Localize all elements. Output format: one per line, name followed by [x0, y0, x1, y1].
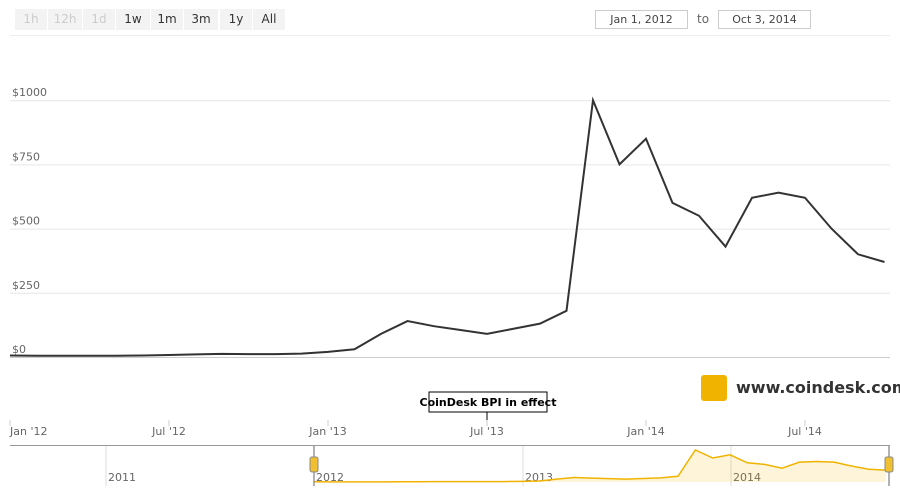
navigator-year: 2013: [525, 471, 553, 484]
y-tick-label: $1000: [12, 86, 47, 99]
x-tick-label: Jul '14: [787, 425, 822, 438]
range-button[interactable]: All: [253, 9, 285, 30]
brand: www.coindesk.com: [736, 378, 900, 397]
range-button[interactable]: 1d: [83, 9, 115, 30]
flag-text: CoinDesk BPI in effect: [420, 396, 557, 409]
range-button[interactable]: 1y: [220, 9, 252, 30]
y-tick-label: $0: [12, 343, 26, 356]
range-button[interactable]: 1w: [116, 9, 150, 30]
y-tick-label: $500: [12, 215, 40, 228]
x-tick-label: Jan '14: [626, 425, 664, 438]
navigator-year: 2014: [733, 471, 761, 484]
range-button[interactable]: 3m: [184, 9, 218, 30]
navigator-line: [313, 449, 887, 483]
x-tick-label: Jan '13: [308, 425, 346, 438]
flag: [428, 391, 548, 413]
x-tick-label: Jul '13: [469, 425, 504, 438]
to-date[interactable]: Oct 3, 2014: [718, 10, 811, 29]
navigator-handle[interactable]: [884, 456, 894, 473]
navigator-area: [314, 450, 886, 482]
to-label: to: [697, 12, 710, 26]
range-button[interactable]: 12h: [48, 9, 82, 30]
navigator-year: 2011: [108, 471, 136, 484]
from-date[interactable]: Jan 1, 2012: [595, 10, 688, 29]
brand-logo: [701, 375, 727, 401]
range-button[interactable]: 1h: [15, 9, 47, 30]
y-tick-label: $250: [12, 279, 40, 292]
x-tick-label: Jul '12: [151, 425, 186, 438]
price-line: [9, 96, 885, 357]
x-tick-label: Jan '12: [9, 425, 47, 438]
navigator-handle[interactable]: [309, 456, 319, 473]
navigator-year: 2012: [316, 471, 344, 484]
range-button[interactable]: 1m: [151, 9, 183, 30]
y-tick-label: $750: [12, 150, 40, 163]
